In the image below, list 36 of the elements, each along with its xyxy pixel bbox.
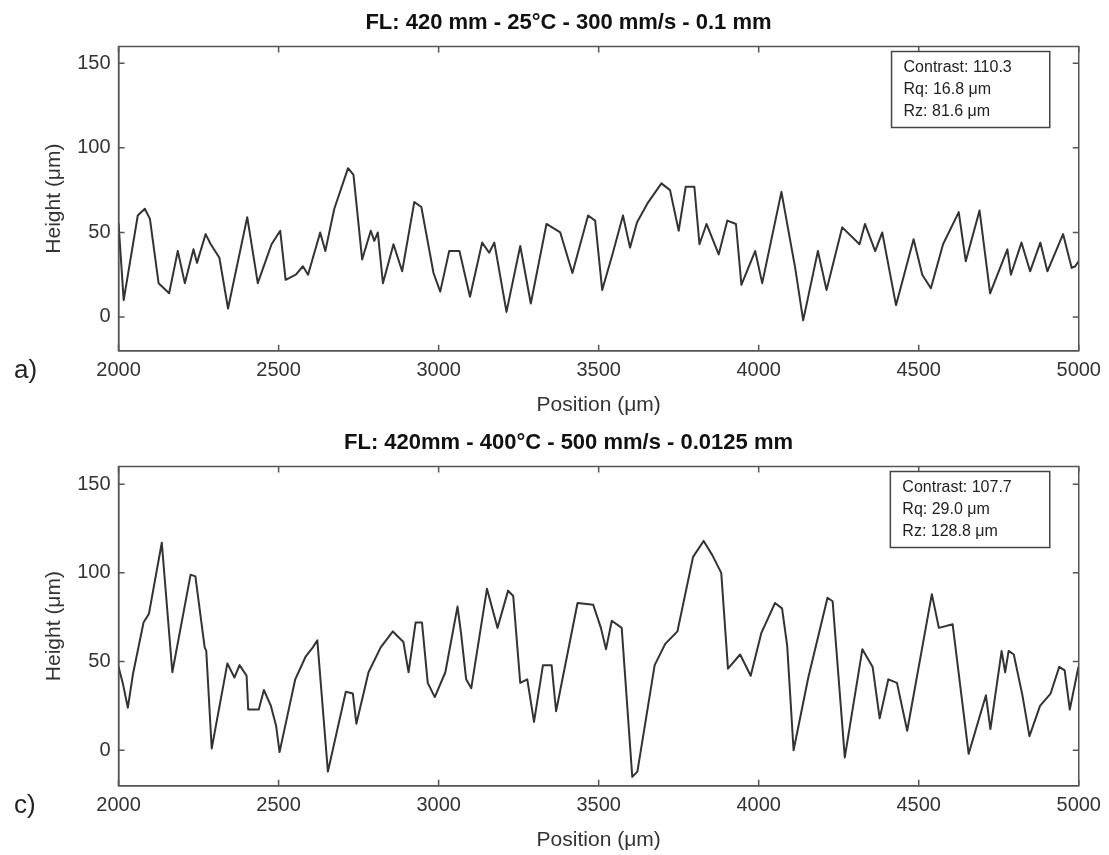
y-tick-label: 150 xyxy=(77,471,111,494)
annotation: Contrast: 110.3 xyxy=(903,57,1012,75)
x-axis-title: Position (μm) xyxy=(536,392,661,416)
y-tick-label: 0 xyxy=(99,737,111,760)
text: c) xyxy=(14,788,36,819)
x-axis-title: Position (μm) xyxy=(536,827,661,851)
annotation: Rz: 128.8 μm xyxy=(902,521,998,539)
x-tick-label: 3000 xyxy=(416,358,461,381)
x-tick-label: 3000 xyxy=(416,793,461,816)
x-tick-label: 5000 xyxy=(1056,793,1101,816)
y-tick-label: 50 xyxy=(88,649,111,672)
y-tick-label: 0 xyxy=(99,304,111,327)
x-tick-label: 2000 xyxy=(96,358,141,381)
x-tick-label: 3500 xyxy=(576,793,621,816)
chart-title: FL: 420mm - 400°C - 500 mm/s - 0.0125 mm xyxy=(343,429,794,455)
y-tick-label: 100 xyxy=(77,560,111,583)
x-tick-label: 3500 xyxy=(576,358,621,381)
annotation: Contrast: 107.7 xyxy=(902,477,1012,495)
x-tick-label: 4500 xyxy=(896,358,941,381)
x-tick-label: 5000 xyxy=(1056,358,1101,381)
x-tick-label: 4000 xyxy=(736,793,781,816)
text: a) xyxy=(14,353,38,384)
x-tick-label: 2500 xyxy=(256,358,301,381)
y-tick-label: 50 xyxy=(88,219,111,242)
y-tick-label: 150 xyxy=(77,50,111,73)
x-tick-label: 4000 xyxy=(736,358,781,381)
y-tick-label: 100 xyxy=(77,135,111,158)
annotation: Rz: 81.6 μm xyxy=(903,101,991,119)
x-tick-label: 2500 xyxy=(256,793,301,816)
x-tick-label: 4500 xyxy=(896,793,941,816)
chart-title: FL: 420 mm - 25°C - 300 mm/s - 0.1 mm xyxy=(365,9,772,35)
annotation: Rq: 16.8 μm xyxy=(903,79,992,97)
y-axis-title: Height (μm) xyxy=(41,571,65,682)
x-tick-label: 2000 xyxy=(96,793,141,816)
annotation: Rq: 29.0 μm xyxy=(902,499,990,517)
y-axis-title: Height (μm) xyxy=(41,143,65,254)
